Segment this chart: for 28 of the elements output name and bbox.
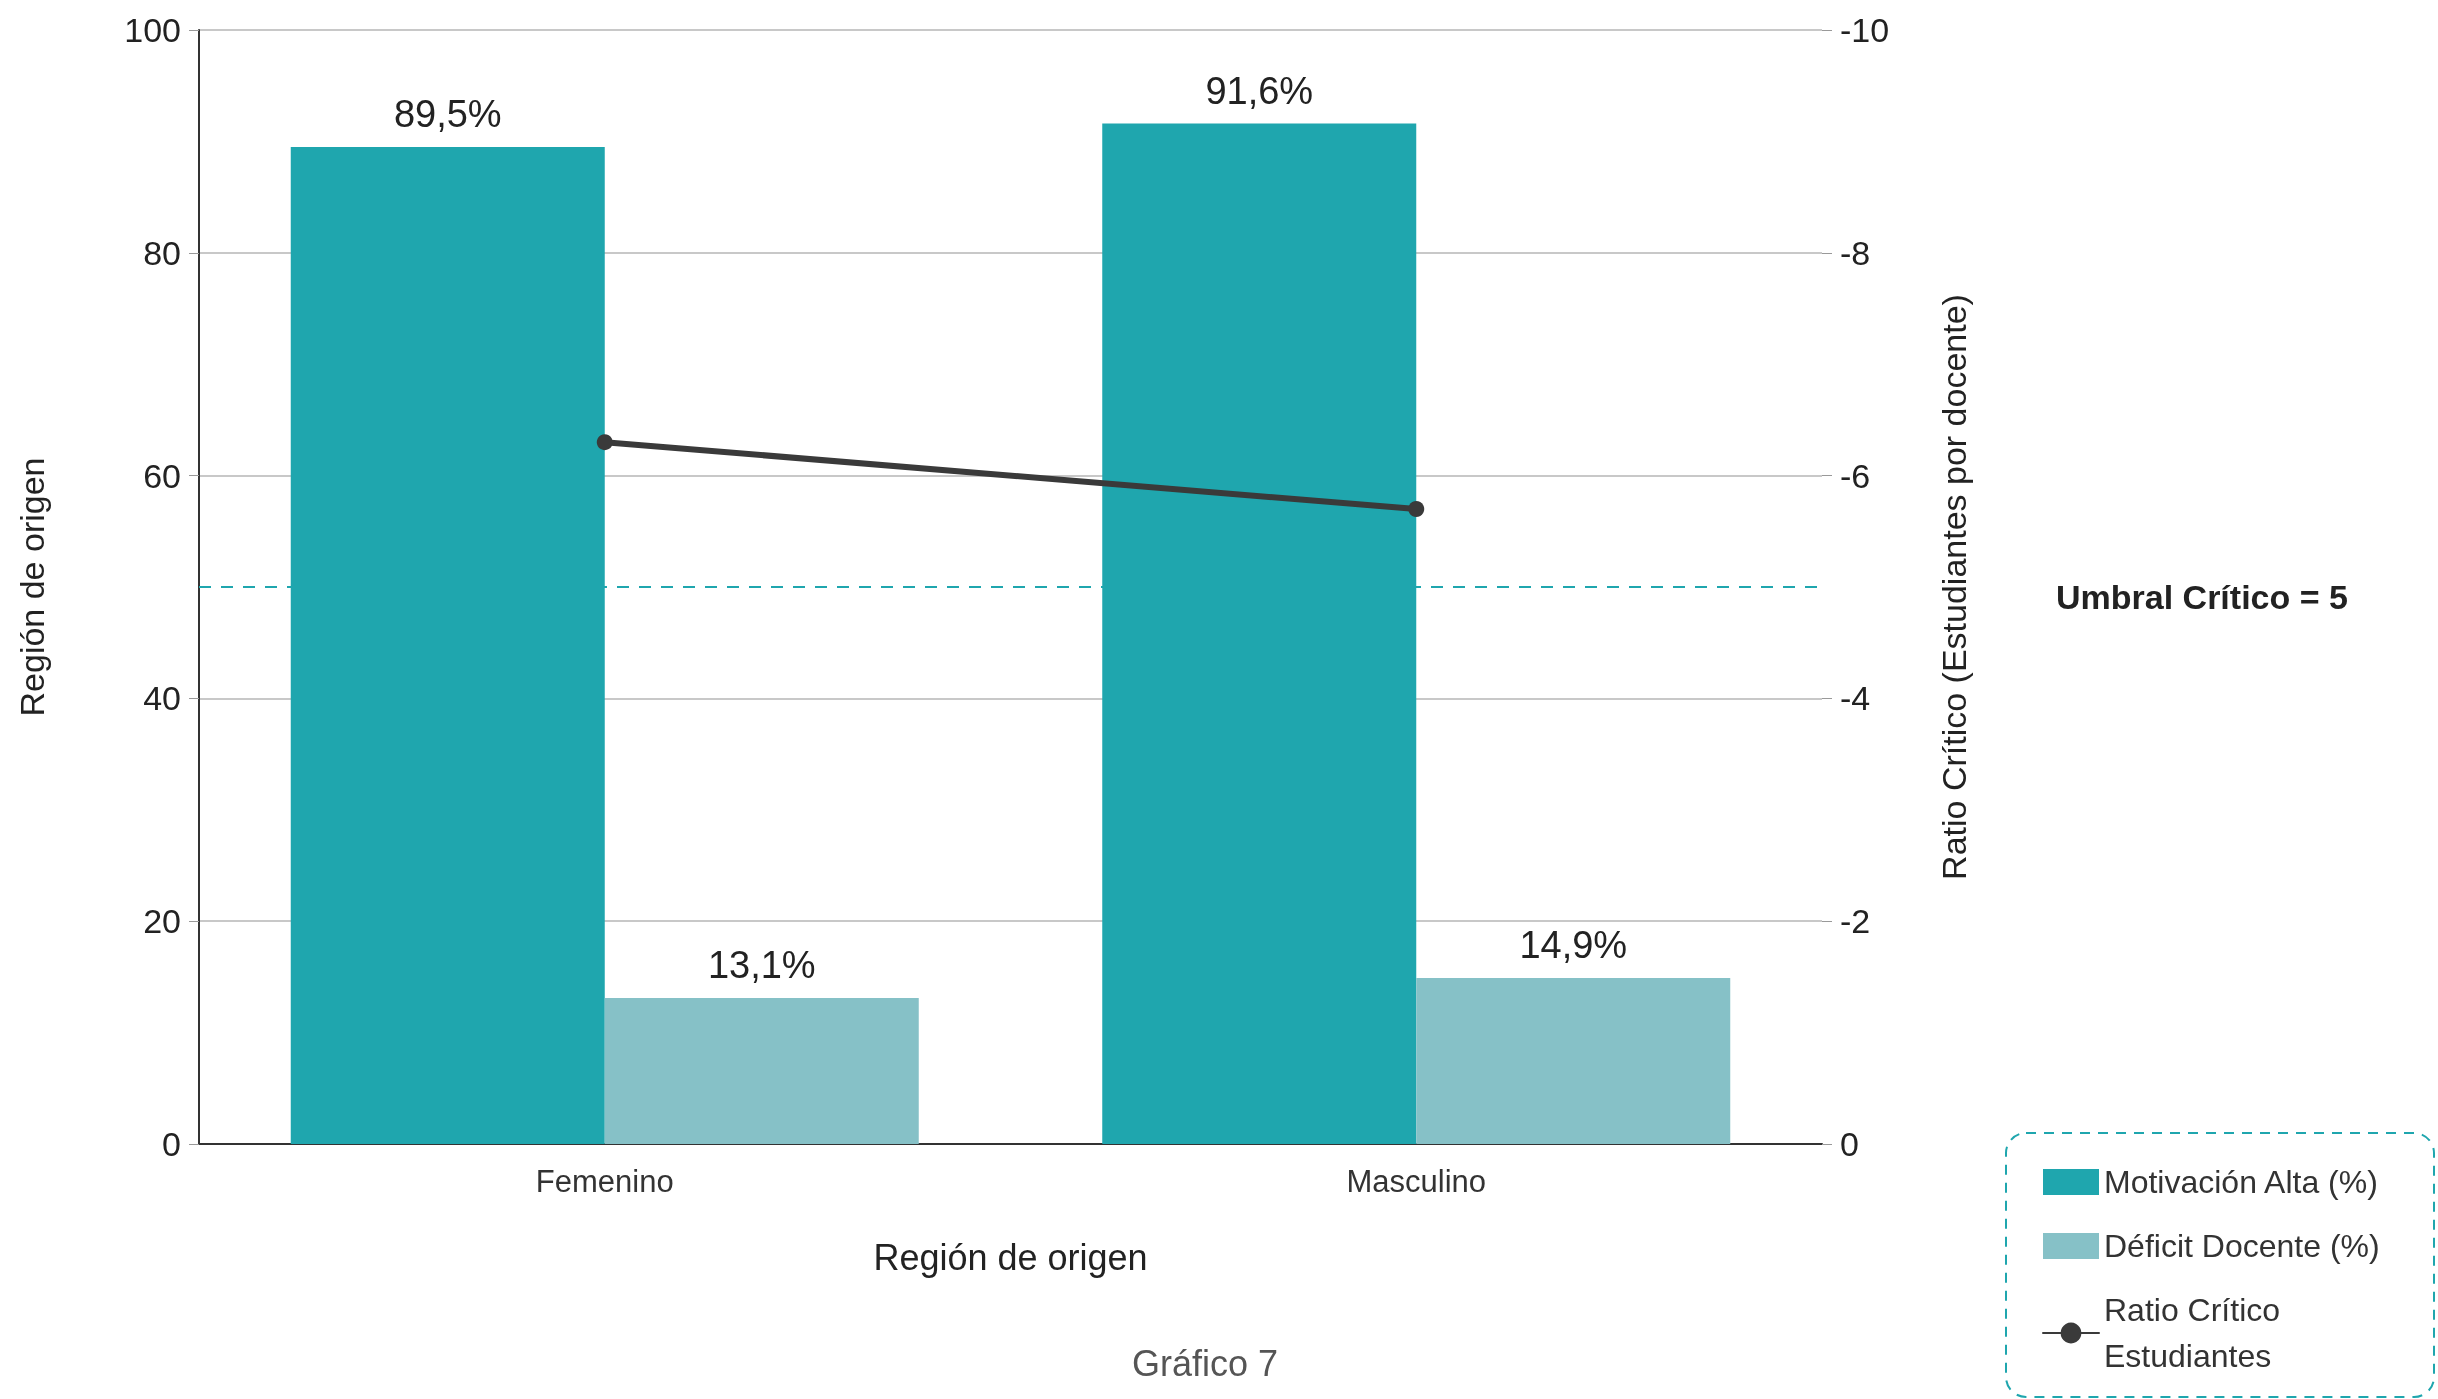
y-axis-title: Región de origen — [13, 457, 51, 717]
data-label: 13,1% — [707, 944, 816, 987]
y2-tick-label: -2 — [1840, 902, 1871, 941]
y-tick-label: 80 — [143, 233, 181, 272]
y2-tick-label: -8 — [1840, 233, 1871, 272]
legend-label: Déficit Docente (%) — [2104, 1228, 2380, 1264]
y-tick-label: 60 — [143, 456, 181, 495]
text: Umbral Crítico = 5 — [2056, 578, 2348, 616]
y2-tick-label: 0 — [1840, 1125, 1859, 1163]
bar — [604, 998, 919, 1144]
y-tick-label: 40 — [143, 679, 181, 718]
y2-tick-label: -6 — [1840, 456, 1871, 495]
y2-tick-label: -4 — [1840, 679, 1871, 718]
x-tick-label: Femenino — [535, 1164, 674, 1199]
y2-axis-title: Ratio Crítico (Estudiantes por docente) — [1935, 294, 1973, 880]
y2-tick-label: -10 — [1840, 11, 1890, 49]
bar — [1416, 978, 1731, 1144]
data-label: 14,9% — [1519, 924, 1628, 967]
legend-label: Ratio Crítico Estudiantes — [2104, 1292, 2289, 1374]
y-tick-label: 0 — [162, 1125, 181, 1163]
x-tick-label: Masculino — [1346, 1164, 1487, 1199]
text: Gráfico 7 — [1132, 1342, 1279, 1384]
y-tick-label: 20 — [143, 902, 181, 941]
data-label: 91,6% — [1205, 69, 1314, 112]
data-label: 89,5% — [393, 92, 502, 135]
y-tick-label: 100 — [124, 11, 181, 49]
x-axis-title: Región de origen — [873, 1236, 1148, 1278]
legend-label: Motivación Alta (%) — [2104, 1164, 2378, 1200]
